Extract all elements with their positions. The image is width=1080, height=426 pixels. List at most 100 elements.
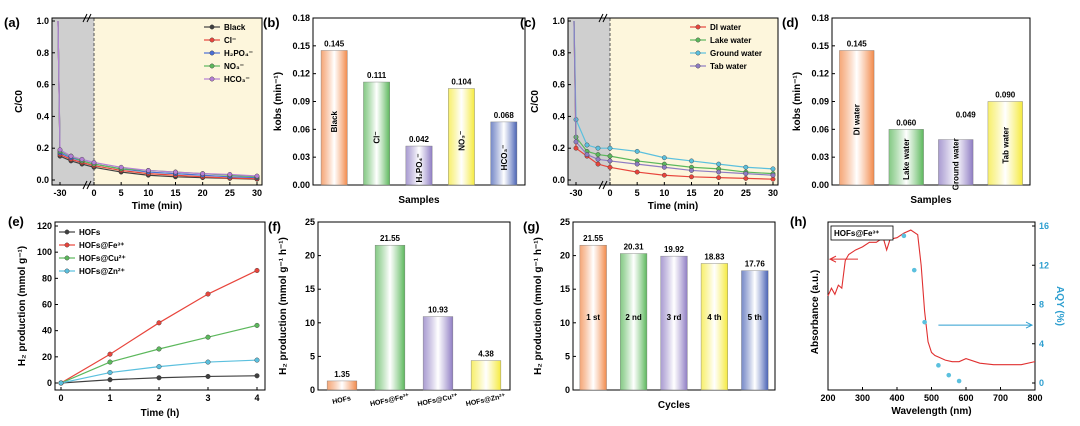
axis-break-top	[598, 13, 608, 23]
data-point	[689, 168, 694, 173]
legend-marker	[695, 37, 701, 43]
y-tick-label: 15	[305, 284, 315, 294]
light-phase-shade	[94, 18, 262, 185]
data-point	[770, 172, 776, 178]
bar-category-label: NO₃⁻	[457, 131, 466, 151]
y-tick-label: 0	[565, 385, 570, 395]
bar-category-label: 2 nd	[625, 313, 642, 322]
x-tick-label: 800	[1027, 393, 1042, 403]
y-tick-label: 15	[560, 284, 570, 294]
legend-marker	[64, 229, 70, 235]
bar-category-label: HOFs	[332, 395, 352, 406]
data-point	[661, 155, 667, 161]
absorbance-arrow	[828, 255, 858, 263]
bar-category-label: HOFs@Zn²⁺	[465, 393, 506, 408]
y2-tick-label: 16	[1039, 221, 1049, 231]
x-tick-label: 2	[156, 393, 161, 403]
y-tick-label: 100	[37, 247, 52, 257]
data-point	[254, 322, 260, 328]
data-point	[661, 172, 667, 178]
x-tick-label: -30	[53, 188, 66, 198]
data-point	[716, 161, 722, 167]
x-tick-label: 30	[252, 188, 262, 198]
bar	[405, 145, 433, 186]
bar-value-label: 17.76	[745, 260, 766, 269]
data-point	[79, 156, 85, 162]
y-axis-label: kobs (min⁻¹)	[792, 72, 803, 131]
x-tick-label: 15	[170, 188, 180, 198]
x-tick-label: 0	[58, 393, 63, 403]
data-point	[573, 139, 579, 145]
legend-marker	[64, 242, 70, 248]
aqy-point	[956, 378, 962, 384]
panel-label: (e)	[8, 214, 24, 229]
data-point	[607, 158, 613, 164]
bar-category-label: Cl⁻	[373, 131, 382, 143]
y-axis-label: C/C0	[530, 90, 541, 113]
data-point	[205, 359, 211, 365]
bar	[938, 139, 974, 186]
y-axis-label: H₂ production (mmol g⁻¹ h⁻¹)	[533, 237, 544, 375]
bar-value-label: 20.31	[624, 243, 645, 252]
legend-label: Black	[224, 23, 246, 32]
panel-g: 0 5 10 15 20 25 21.55 1 st 20.31 2 nd 19.92 3 rd 18.…	[523, 217, 776, 411]
title-box	[830, 225, 894, 241]
y-tick-label: 10	[305, 318, 315, 328]
y-axis-label: Absorbance (a.u.)	[810, 270, 821, 354]
x-axis-label: Samples	[910, 195, 952, 206]
legend-label: Ground water	[710, 49, 762, 58]
data-point	[107, 370, 113, 376]
bar-category-label: DI water	[853, 104, 862, 135]
x-tick-label: 20	[714, 188, 724, 198]
panel-e: 0 1 2 3 4020406080100120HOFsHOFs@Fe³⁺HOFs@Cu…	[8, 214, 266, 419]
x-tick-label: 0	[91, 188, 96, 198]
y-tick-label: 0.12	[292, 69, 310, 79]
y-tick-label: 0.0	[36, 175, 49, 185]
data-point	[107, 359, 113, 365]
bar-value-label: 10.93	[428, 306, 449, 315]
legend-marker	[209, 50, 215, 56]
y-tick-label: 0.2	[552, 143, 565, 153]
y-tick-label: 0.8	[36, 48, 49, 58]
bar-category-label: Ground water	[952, 138, 961, 190]
aqy-arrow	[938, 321, 1034, 329]
data-point	[118, 164, 124, 170]
legend-marker	[695, 24, 701, 30]
panel-c: -30 0 5 10 15 20 25 30 0.0 0.2 0.4 0.6 0.8 1.0 DI wate…	[520, 13, 779, 212]
x-tick-label: -30	[569, 188, 582, 198]
y-tick-label: 0.4	[552, 111, 565, 121]
y2-axis-label: AQY (%)	[1054, 286, 1065, 326]
legend-label: HOFs@Cu²⁺	[79, 254, 126, 263]
series-line	[60, 324, 258, 384]
y-tick-label: 0.6	[552, 80, 565, 90]
bar-value-label: 0.042	[409, 135, 430, 144]
bar	[741, 270, 769, 391]
x-axis-label: Time (min)	[132, 201, 182, 212]
data-point	[156, 346, 162, 352]
bar-category-label: HOFs@Fe³⁺	[370, 393, 411, 408]
bar	[470, 360, 502, 391]
legend-marker	[695, 63, 701, 69]
panel-label: (g)	[523, 219, 540, 234]
axis-break-bottom	[82, 180, 92, 190]
bar	[374, 244, 406, 391]
y-tick-label: 5	[565, 351, 570, 361]
bar	[888, 129, 924, 186]
bar-value-label: 0.145	[324, 39, 345, 48]
plot-frame	[567, 17, 779, 186]
bar	[422, 316, 454, 391]
x-axis-label: Time (h)	[141, 408, 180, 419]
x-tick-label: 200	[820, 393, 835, 403]
data-point	[689, 158, 694, 164]
data-point	[716, 169, 722, 175]
data-point	[634, 148, 640, 154]
plot-frame	[54, 221, 266, 391]
panel-b: 0.00 0.03 0.06 0.09 0.12 0.15 0.18 0.145 Black 0.…	[263, 13, 526, 206]
light-phase-shade	[610, 18, 778, 185]
bar	[320, 50, 348, 186]
bar-value-label: 21.55	[380, 234, 401, 243]
legend-label: DI water	[710, 23, 741, 32]
legend-marker	[209, 76, 215, 82]
aqy-point	[936, 363, 941, 368]
x-tick-label: 1	[107, 393, 112, 403]
